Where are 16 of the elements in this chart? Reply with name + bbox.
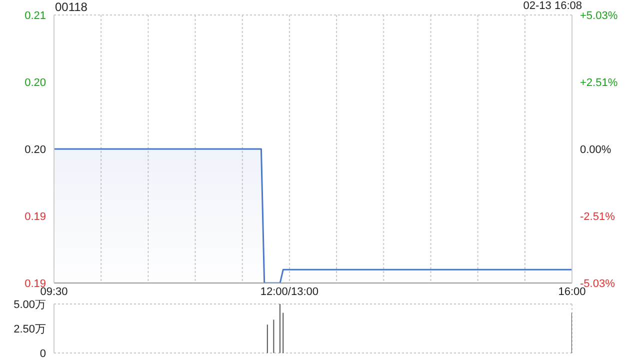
y2-tick-label: 0.00% [580,144,612,156]
y-tick-label: 0.20 [24,144,46,156]
y3-tick-label: 2.50万 [14,324,46,336]
text: 02-13 16:08 [523,0,582,12]
y-tick-label: 0.19 [24,211,46,223]
y2-tick-label: -2.51% [580,210,616,223]
y2-tick-label: +5.03% [580,10,618,22]
y2-tick-label: +2.51% [580,77,618,90]
x-tick-label: 09:30 [40,286,68,298]
y-tick-label: 0.21 [24,10,46,22]
x-tick-label: 16:00 [558,286,586,298]
chart-title: 00118 [55,0,88,14]
y-tick-label: 0.20 [24,77,46,89]
y3-tick-label: 0 [40,348,46,360]
x-tick-label: 12:00/13:00 [260,286,319,298]
y3-tick-label: 5.00万 [14,299,46,311]
